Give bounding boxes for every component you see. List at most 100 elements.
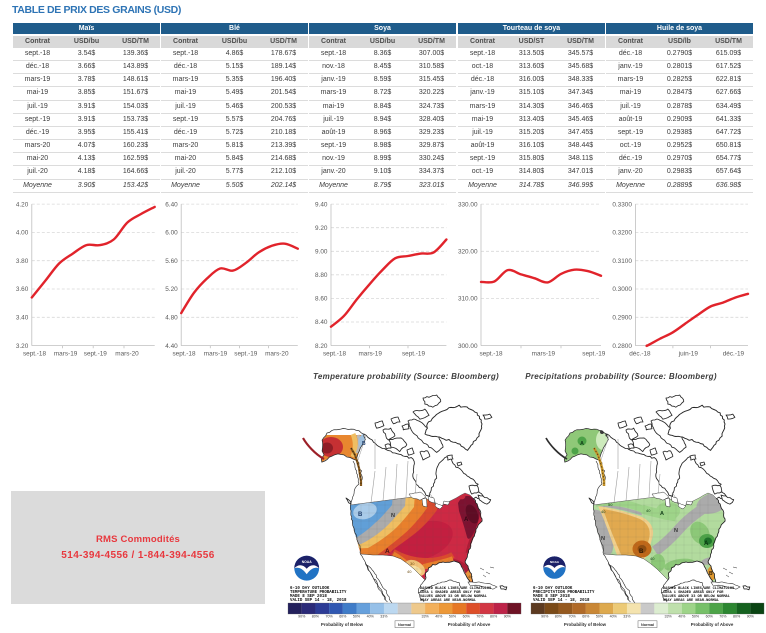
svg-text:90%: 90%	[747, 615, 755, 619]
svg-text:sept.-18: sept.-18	[172, 351, 196, 358]
svg-text:330.00: 330.00	[458, 201, 478, 208]
svg-text:IDEA 1 SHADED AREAS ONLY FOR: IDEA 1 SHADED AREAS ONLY FOR	[420, 591, 481, 595]
svg-text:40: 40	[407, 569, 412, 574]
svg-text:B: B	[639, 549, 644, 555]
svg-text:mars-19: mars-19	[532, 351, 556, 358]
svg-text:8.40: 8.40	[315, 319, 328, 326]
svg-text:6-10 DAY OUTLOOK: 6-10 DAY OUTLOOK	[290, 587, 330, 591]
svg-text:sept.-19: sept.-19	[402, 351, 426, 358]
svg-text:sept.-19: sept.-19	[84, 351, 108, 358]
svg-text:50: 50	[608, 502, 613, 507]
svg-text:80%: 80%	[733, 615, 741, 619]
svg-text:sept.-18: sept.-18	[323, 351, 347, 358]
svg-text:A: A	[580, 441, 584, 447]
svg-text:sept.-18: sept.-18	[479, 351, 503, 358]
svg-text:0.2900: 0.2900	[612, 315, 632, 322]
svg-text:3.20: 3.20	[16, 343, 29, 350]
svg-text:mars-20: mars-20	[265, 351, 289, 358]
svg-text:juin-19: juin-19	[678, 351, 699, 358]
svg-text:Probability of Below: Probability of Below	[564, 622, 607, 627]
svg-text:B: B	[709, 571, 713, 577]
svg-text:0.2800: 0.2800	[612, 343, 632, 350]
svg-text:mars-19: mars-19	[204, 351, 228, 358]
svg-text:40: 40	[646, 508, 651, 513]
svg-text:8.20: 8.20	[315, 343, 328, 350]
svg-text:4.00: 4.00	[16, 230, 29, 237]
svg-text:sept.-19: sept.-19	[582, 351, 606, 358]
svg-text:33%: 33%	[664, 615, 672, 619]
svg-text:50%: 50%	[692, 615, 700, 619]
svg-text:6.40: 6.40	[165, 201, 178, 208]
svg-text:80%: 80%	[555, 615, 563, 619]
svg-text:60%: 60%	[706, 615, 714, 619]
svg-text:GRAY AREAS ARE NEAR-NORMAL: GRAY AREAS ARE NEAR-NORMAL	[420, 599, 476, 603]
svg-text:0.3300: 0.3300	[612, 201, 632, 208]
svg-text:6.00: 6.00	[165, 230, 178, 237]
svg-text:A: A	[660, 511, 664, 517]
svg-text:70%: 70%	[325, 615, 333, 619]
svg-text:8.80: 8.80	[315, 272, 328, 279]
svg-text:3.80: 3.80	[16, 258, 29, 265]
svg-text:4.40: 4.40	[165, 343, 178, 350]
svg-text:9.00: 9.00	[315, 249, 328, 256]
svg-text:300.00: 300.00	[458, 343, 478, 350]
svg-text:3.60: 3.60	[16, 286, 29, 293]
svg-text:40%: 40%	[678, 615, 686, 619]
svg-text:50%: 50%	[449, 615, 457, 619]
svg-text:VALUES ABOVE 33 OR BELOW NORMA: VALUES ABOVE 33 OR BELOW NORMAL	[420, 595, 487, 599]
svg-text:80%: 80%	[312, 615, 320, 619]
svg-text:33%: 33%	[623, 615, 631, 619]
svg-text:VALUES ABOVE 33 OR BELOW NORMA: VALUES ABOVE 33 OR BELOW NORMAL	[663, 595, 730, 599]
svg-text:Normal: Normal	[641, 623, 654, 627]
svg-text:VALID SEP 14 - 18, 2018: VALID SEP 14 - 18, 2018	[290, 599, 347, 603]
svg-text:NOAA: NOAA	[550, 560, 560, 564]
svg-text:N: N	[391, 513, 395, 519]
svg-text:Normal: Normal	[398, 623, 411, 627]
svg-text:33%: 33%	[380, 615, 388, 619]
svg-text:PRECIPITATION PROBABILITY: PRECIPITATION PROBABILITY	[533, 591, 595, 595]
svg-text:TEMPERATURE PROBABILITY: TEMPERATURE PROBABILITY	[290, 591, 347, 595]
svg-text:50%: 50%	[596, 615, 604, 619]
svg-text:0.3100: 0.3100	[612, 258, 632, 265]
svg-text:A: A	[385, 548, 390, 555]
svg-text:DASHED BLACK LINES ARE CLIMATO: DASHED BLACK LINES ARE CLIMATOLOG	[420, 587, 491, 591]
svg-text:MADE 8 SEP 2018: MADE 8 SEP 2018	[290, 595, 327, 599]
svg-text:60%: 60%	[582, 615, 590, 619]
svg-text:6-10 DAY OUTLOOK: 6-10 DAY OUTLOOK	[533, 587, 573, 591]
svg-text:30: 30	[410, 561, 415, 566]
svg-text:5.60: 5.60	[165, 258, 178, 265]
svg-text:40: 40	[468, 574, 473, 579]
svg-text:N: N	[674, 528, 678, 534]
svg-text:90%: 90%	[541, 615, 549, 619]
svg-text:Probability of Below: Probability of Below	[321, 622, 364, 627]
svg-text:0.3200: 0.3200	[612, 230, 632, 237]
svg-text:60%: 60%	[463, 615, 471, 619]
svg-text:sept.-18: sept.-18	[23, 351, 47, 358]
svg-text:GRAY AREAS ARE NEAR-NORMAL: GRAY AREAS ARE NEAR-NORMAL	[663, 599, 719, 603]
svg-text:déc.-19: déc.-19	[723, 351, 745, 358]
svg-text:8.60: 8.60	[315, 296, 328, 303]
svg-text:50%: 50%	[353, 615, 361, 619]
svg-text:Probability of Above: Probability of Above	[691, 622, 734, 627]
svg-text:70%: 70%	[568, 615, 576, 619]
svg-text:mars-19: mars-19	[358, 351, 382, 358]
svg-text:60%: 60%	[339, 615, 347, 619]
svg-text:B: B	[358, 512, 363, 518]
svg-text:9.20: 9.20	[315, 225, 328, 232]
svg-text:70%: 70%	[476, 615, 484, 619]
svg-text:A: A	[464, 517, 469, 523]
svg-text:40%: 40%	[435, 615, 443, 619]
svg-text:40: 40	[650, 556, 655, 561]
svg-text:90%: 90%	[298, 615, 306, 619]
svg-text:40: 40	[601, 509, 606, 514]
svg-text:90%: 90%	[504, 615, 512, 619]
svg-text:déc.-18: déc.-18	[629, 351, 651, 358]
svg-text:4.20: 4.20	[16, 201, 29, 208]
svg-text:Probability of Above: Probability of Above	[448, 622, 491, 627]
svg-text:IDEA 1 SHADED AREAS ONLY FOR: IDEA 1 SHADED AREAS ONLY FOR	[663, 591, 724, 595]
svg-text:A: A	[704, 541, 709, 547]
svg-text:NOAA: NOAA	[302, 560, 313, 564]
svg-text:40%: 40%	[367, 615, 375, 619]
svg-text:mars-20: mars-20	[115, 351, 139, 358]
svg-text:9.40: 9.40	[315, 201, 328, 208]
